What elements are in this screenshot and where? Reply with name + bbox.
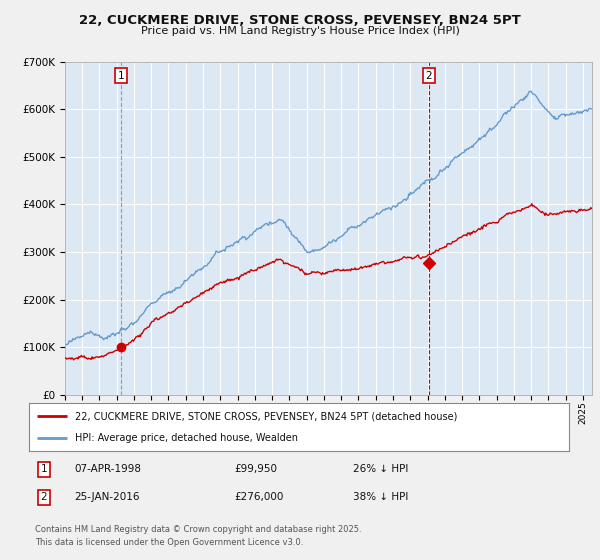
Text: 2: 2 [425, 71, 432, 81]
Text: Contains HM Land Registry data © Crown copyright and database right 2025.
This d: Contains HM Land Registry data © Crown c… [35, 525, 362, 547]
Text: £99,950: £99,950 [234, 464, 277, 474]
Text: 22, CUCKMERE DRIVE, STONE CROSS, PEVENSEY, BN24 5PT: 22, CUCKMERE DRIVE, STONE CROSS, PEVENSE… [79, 14, 521, 27]
Text: 38% ↓ HPI: 38% ↓ HPI [353, 492, 408, 502]
Text: 1: 1 [118, 71, 124, 81]
Text: 07-APR-1998: 07-APR-1998 [75, 464, 142, 474]
Text: HPI: Average price, detached house, Wealden: HPI: Average price, detached house, Weal… [75, 433, 298, 443]
Text: 2: 2 [41, 492, 47, 502]
Text: 22, CUCKMERE DRIVE, STONE CROSS, PEVENSEY, BN24 5PT (detached house): 22, CUCKMERE DRIVE, STONE CROSS, PEVENSE… [75, 411, 457, 421]
Text: 1: 1 [41, 464, 47, 474]
Text: Price paid vs. HM Land Registry's House Price Index (HPI): Price paid vs. HM Land Registry's House … [140, 26, 460, 36]
Text: 26% ↓ HPI: 26% ↓ HPI [353, 464, 408, 474]
Text: £276,000: £276,000 [234, 492, 283, 502]
Text: 25-JAN-2016: 25-JAN-2016 [75, 492, 140, 502]
